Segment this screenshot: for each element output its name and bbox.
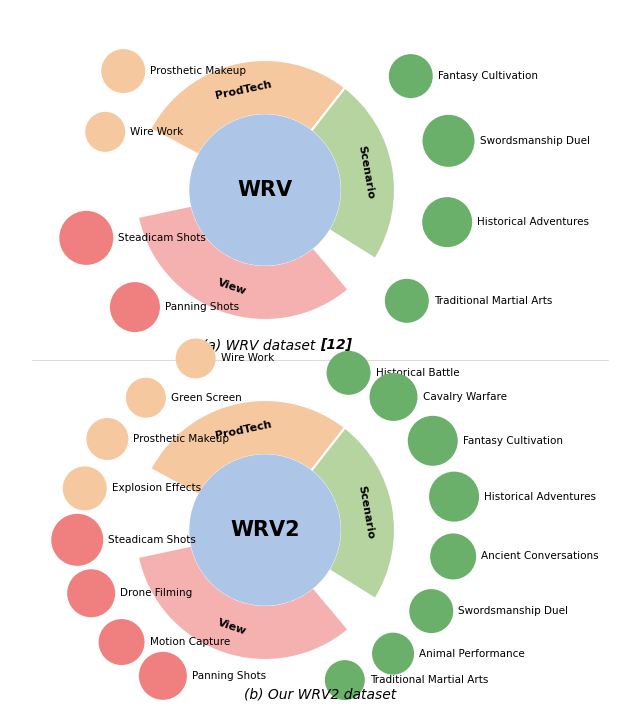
Text: Panning Shots: Panning Shots: [192, 671, 266, 681]
Circle shape: [85, 112, 125, 152]
Circle shape: [385, 279, 429, 323]
Text: Scenario: Scenario: [356, 144, 376, 200]
Circle shape: [372, 633, 414, 675]
Circle shape: [430, 534, 476, 579]
Text: Animal Performance: Animal Performance: [419, 649, 525, 658]
Circle shape: [99, 619, 145, 665]
Wedge shape: [138, 206, 349, 320]
Text: Traditional Martial Arts: Traditional Martial Arts: [434, 296, 552, 306]
Circle shape: [408, 416, 458, 465]
Circle shape: [409, 589, 453, 633]
Circle shape: [429, 472, 479, 522]
Text: Drone Filming: Drone Filming: [120, 588, 193, 598]
Text: Swordsmanship Duel: Swordsmanship Duel: [458, 606, 568, 616]
Text: ProdTech: ProdTech: [214, 419, 273, 441]
Text: Prosthetic Makeup: Prosthetic Makeup: [150, 66, 246, 76]
Circle shape: [126, 378, 166, 418]
Circle shape: [190, 455, 340, 605]
Wedge shape: [150, 400, 345, 494]
Circle shape: [422, 115, 474, 167]
Text: Historical Battle: Historical Battle: [376, 368, 459, 378]
Circle shape: [325, 660, 365, 700]
Circle shape: [422, 197, 472, 247]
Circle shape: [176, 339, 216, 378]
Text: (a) WRV dataset: (a) WRV dataset: [202, 338, 320, 352]
Text: Green Screen: Green Screen: [171, 393, 242, 402]
Text: Fantasy Cultivation: Fantasy Cultivation: [438, 71, 538, 81]
Circle shape: [67, 569, 115, 617]
Text: WRV: WRV: [237, 180, 292, 200]
Text: View: View: [216, 617, 248, 637]
Circle shape: [190, 115, 340, 265]
Text: Prosthetic Makeup: Prosthetic Makeup: [133, 434, 229, 444]
Text: Motion Capture: Motion Capture: [150, 637, 230, 647]
Text: Fantasy Cultivation: Fantasy Cultivation: [463, 436, 563, 446]
Circle shape: [110, 282, 160, 332]
Text: (b) Our WRV2 dataset: (b) Our WRV2 dataset: [244, 688, 396, 702]
Text: Wire Work: Wire Work: [131, 127, 184, 137]
Circle shape: [51, 514, 103, 566]
Circle shape: [139, 652, 187, 700]
Text: Wire Work: Wire Work: [221, 354, 274, 363]
Text: Explosion Effects: Explosion Effects: [112, 484, 201, 494]
Text: View: View: [216, 278, 248, 297]
Text: Historical Adventures: Historical Adventures: [477, 217, 589, 227]
Circle shape: [63, 466, 107, 510]
Text: Steadicam Shots: Steadicam Shots: [118, 233, 206, 243]
Circle shape: [369, 373, 417, 421]
Circle shape: [60, 211, 113, 265]
Wedge shape: [311, 88, 395, 259]
Circle shape: [101, 49, 145, 93]
Circle shape: [326, 351, 371, 395]
Wedge shape: [150, 60, 345, 155]
Circle shape: [388, 54, 433, 98]
Circle shape: [86, 418, 129, 460]
Text: Scenario: Scenario: [356, 484, 376, 540]
Text: Traditional Martial Arts: Traditional Martial Arts: [370, 675, 488, 685]
Text: [12]: [12]: [320, 338, 352, 352]
Text: Ancient Conversations: Ancient Conversations: [481, 552, 599, 561]
Text: Panning Shots: Panning Shots: [165, 302, 239, 312]
Text: Steadicam Shots: Steadicam Shots: [108, 535, 196, 545]
Text: ProdTech: ProdTech: [214, 79, 273, 101]
Text: Cavalry Warfare: Cavalry Warfare: [422, 392, 506, 402]
Text: Swordsmanship Duel: Swordsmanship Duel: [479, 136, 589, 146]
Text: Historical Adventures: Historical Adventures: [484, 492, 596, 502]
Wedge shape: [138, 546, 349, 660]
Wedge shape: [311, 428, 395, 599]
Text: WRV2: WRV2: [230, 520, 300, 540]
